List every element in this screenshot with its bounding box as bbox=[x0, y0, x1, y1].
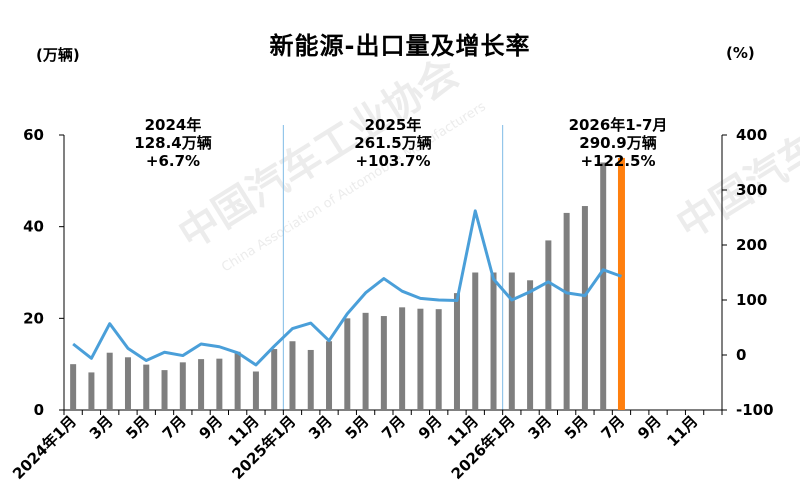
bar bbox=[271, 349, 278, 410]
x-axis-tick-label: 7月 bbox=[598, 412, 629, 443]
right-axis-tick-label: 100 bbox=[736, 291, 767, 309]
x-axis-tick-label: 7月 bbox=[378, 412, 409, 443]
x-axis-tick-label: 3月 bbox=[524, 412, 555, 443]
bar bbox=[545, 240, 552, 410]
bar bbox=[563, 212, 570, 410]
x-axis-tick-label: 9月 bbox=[195, 412, 226, 443]
annotation-2024: 2024年 128.4万辆 +6.7% bbox=[118, 116, 228, 170]
bar bbox=[124, 357, 131, 410]
bar bbox=[399, 307, 406, 410]
bar bbox=[198, 359, 205, 410]
chart-title: 新能源-出口量及增长率 bbox=[269, 32, 531, 60]
x-axis-tick-label: 3月 bbox=[86, 412, 117, 443]
annotation-2025-year: 2025年 bbox=[364, 116, 422, 134]
x-axis-tick-label: 5月 bbox=[561, 412, 592, 443]
right-axis-tick-label: -100 bbox=[736, 401, 774, 419]
x-axis-tick-label: 9月 bbox=[634, 412, 665, 443]
bar bbox=[234, 351, 241, 410]
left-axis-unit: (万辆) bbox=[36, 46, 80, 64]
bar bbox=[88, 372, 95, 410]
bar bbox=[143, 364, 150, 410]
bar bbox=[435, 309, 442, 410]
annotation-2024-growth: +6.7% bbox=[145, 152, 201, 170]
bar bbox=[106, 352, 113, 410]
bar bbox=[70, 364, 77, 410]
x-axis-tick-label: 2024年1月 bbox=[9, 412, 80, 483]
bar bbox=[179, 362, 186, 410]
bar bbox=[472, 272, 479, 410]
bar bbox=[344, 318, 351, 410]
growth-rate-line bbox=[72, 209, 622, 367]
bar bbox=[527, 280, 534, 410]
bar bbox=[453, 293, 460, 410]
annotation-2024-volume: 128.4万辆 bbox=[134, 134, 212, 152]
x-axis-tick-label: 3月 bbox=[305, 412, 336, 443]
right-axis-tick-label: 400 bbox=[736, 126, 767, 144]
bar bbox=[508, 272, 515, 410]
x-axis-tick-label: 11月 bbox=[663, 412, 701, 450]
right-axis-tick-label: 200 bbox=[736, 236, 767, 254]
bar bbox=[490, 272, 497, 410]
x-axis-tick-label: 5月 bbox=[342, 412, 373, 443]
bar bbox=[362, 312, 369, 410]
x-axis-tick-label: 5月 bbox=[122, 412, 153, 443]
bar bbox=[307, 349, 314, 410]
bar bbox=[326, 341, 333, 410]
left-axis-tick-label: 0 bbox=[34, 401, 44, 419]
annotation-2025-volume: 261.5万辆 bbox=[354, 134, 432, 152]
annotation-2026-year: 2026年1-7月 bbox=[568, 116, 668, 134]
bar bbox=[581, 206, 588, 410]
bar bbox=[216, 358, 223, 410]
annotation-2025-growth: +103.7% bbox=[355, 152, 431, 170]
bar bbox=[252, 371, 259, 410]
x-axis-tick-label: 9月 bbox=[415, 412, 446, 443]
left-axis-tick-label: 60 bbox=[23, 126, 44, 144]
annotation-2025: 2025年 261.5万辆 +103.7% bbox=[333, 116, 453, 170]
watermark-cn-text-right: 中国汽车工业协会 bbox=[669, 40, 800, 249]
left-axis-tick-label: 40 bbox=[23, 218, 44, 236]
bar bbox=[289, 341, 296, 410]
annotation-2026-growth: +122.5% bbox=[580, 152, 656, 170]
bar bbox=[600, 162, 607, 410]
right-axis-tick-label: 0 bbox=[736, 346, 746, 364]
annotation-2026-volume: 290.9万辆 bbox=[579, 134, 657, 152]
annotation-2024-year: 2024年 bbox=[144, 116, 202, 134]
bar-highlight bbox=[617, 157, 625, 410]
left-axis-tick-label: 20 bbox=[23, 309, 44, 327]
right-axis-tick-label: 300 bbox=[736, 181, 767, 199]
bar bbox=[161, 370, 168, 410]
bar bbox=[417, 308, 424, 410]
right-axis-unit: (%) bbox=[726, 44, 755, 62]
x-axis-tick-label: 7月 bbox=[159, 412, 190, 443]
bar bbox=[380, 316, 387, 410]
annotation-2026: 2026年1-7月 290.9万辆 +122.5% bbox=[548, 116, 688, 170]
